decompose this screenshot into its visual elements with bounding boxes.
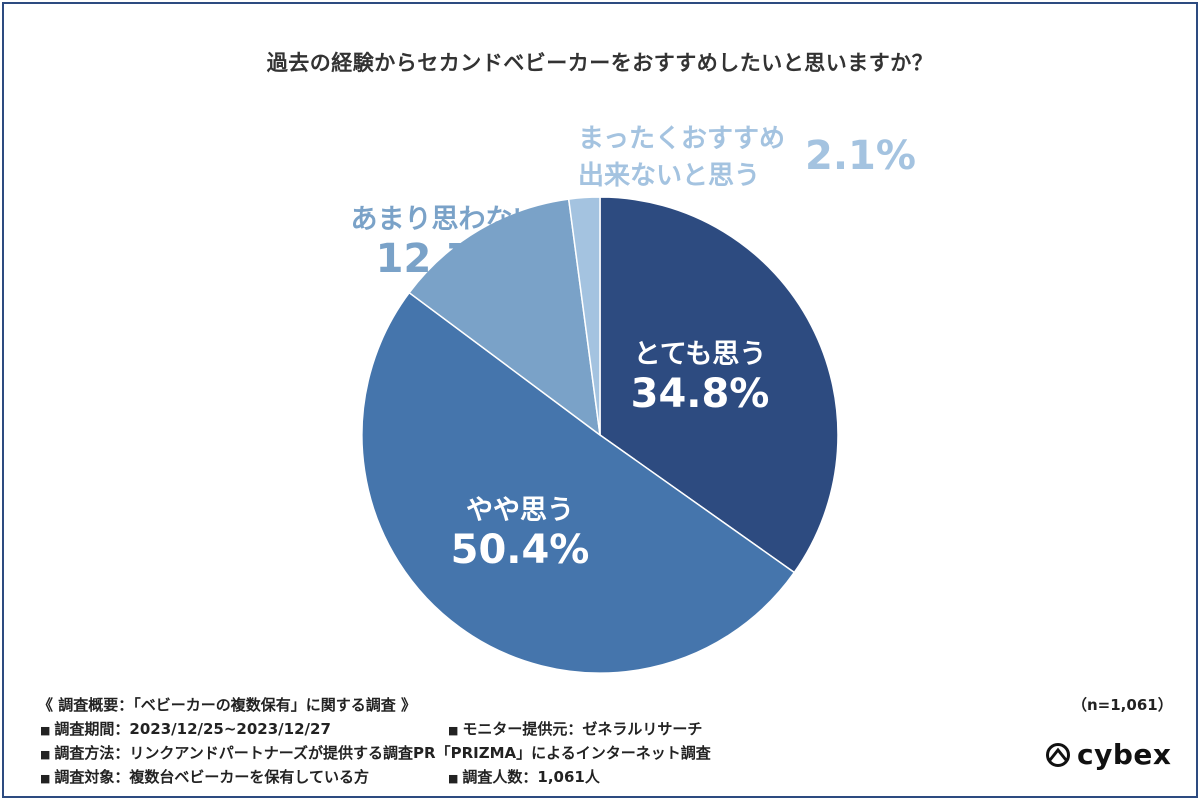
cybex-logo: cybex bbox=[1045, 738, 1171, 771]
bullet-icon: ■ bbox=[40, 748, 51, 761]
slice-amari bbox=[408, 198, 601, 437]
slice-value-yaya: 50.4% bbox=[450, 527, 590, 573]
slice-value-amari: 12.7% bbox=[375, 236, 515, 282]
slice-label-amari: あまり思わない 12.7% bbox=[330, 197, 560, 282]
slice-name-totemo: とても思う bbox=[633, 339, 767, 370]
survey-method-text: 調査方法：リンクアンドパートナーズが提供する調査PR「PRIZMA」によるインタ… bbox=[54, 744, 711, 762]
survey-provider: ■ モニター提供元：ゼネラルリサーチ bbox=[448, 718, 702, 739]
slice-name-amari: あまり思わない bbox=[350, 204, 540, 235]
bullet-icon: ■ bbox=[448, 772, 459, 785]
cybex-mark-icon bbox=[1046, 742, 1070, 767]
slice-totemo bbox=[599, 196, 839, 574]
slice-yaya bbox=[361, 291, 796, 674]
survey-period-text: 調査期間：2023/12/25~2023/12/27 bbox=[54, 720, 331, 738]
slice-label-mattaku: まったくおすすめ 出来ないと思う bbox=[578, 118, 785, 192]
survey-provider-text: モニター提供元：ゼネラルリサーチ bbox=[462, 720, 703, 738]
survey-target: ■ 調査対象：複数台ベビーカーを保有している方 bbox=[40, 766, 369, 787]
bullet-icon: ■ bbox=[40, 772, 51, 785]
survey-target-text: 調査対象：複数台ベビーカーを保有している方 bbox=[54, 768, 369, 786]
survey-method: ■ 調査方法：リンクアンドパートナーズが提供する調査PR「PRIZMA」によるイン… bbox=[40, 742, 711, 763]
slice-mattaku bbox=[567, 196, 601, 436]
slice-value-mattaku: 2.1% bbox=[805, 133, 916, 179]
slice-name-mattaku-line1: まったくおすすめ bbox=[578, 124, 785, 154]
bullet-icon: ■ bbox=[40, 724, 51, 737]
slice-name-mattaku-line2: 出来ないと思う bbox=[578, 161, 761, 191]
bullet-icon: ■ bbox=[448, 724, 459, 737]
slice-label-yaya: やや思う 50.4% bbox=[435, 488, 605, 573]
survey-count: ■ 調査人数：1,061人 bbox=[448, 766, 600, 787]
survey-count-text: 調査人数：1,061人 bbox=[462, 768, 600, 786]
cybex-logo-text: cybex bbox=[1077, 738, 1172, 771]
slice-label-totemo: とても思う 34.8% bbox=[615, 332, 785, 417]
chart-title: 過去の経験からセカンドベビーカーをおすすめしたいと思いますか？ bbox=[266, 51, 934, 75]
survey-heading: 《 調査概要：「ベビーカーの複数保有」に関する調査 》 bbox=[38, 696, 416, 714]
sample-size: （n=1,061） bbox=[1072, 696, 1173, 714]
slice-name-yaya: やや思う bbox=[466, 495, 574, 526]
survey-period: ■ 調査期間：2023/12/25~2023/12/27 bbox=[40, 718, 331, 739]
slice-value-totemo: 34.8% bbox=[630, 371, 770, 417]
